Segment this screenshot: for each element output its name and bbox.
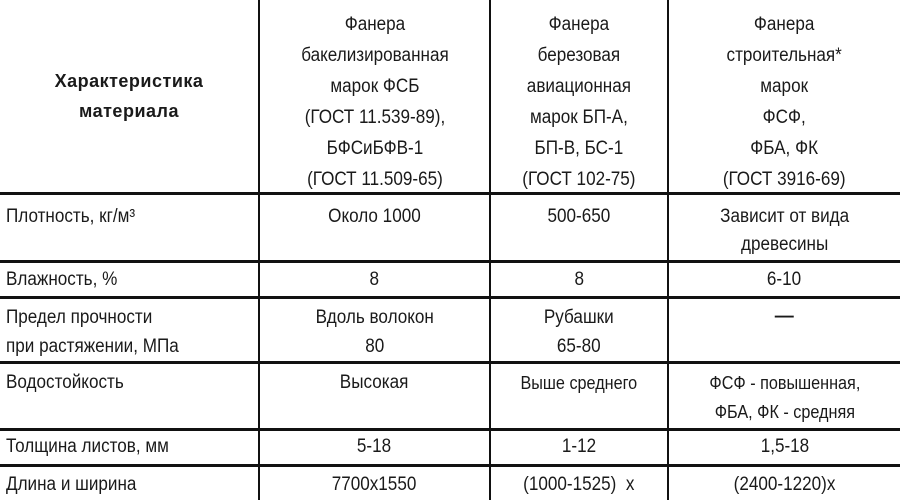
header-birch-aviation-plywood: Фанера березовая авиационная марок БП-А,… [491, 9, 667, 195]
row-label-water-resistance: Водостойкость [6, 369, 256, 397]
cell-water-construction: ФСФ - повышенная, ФБА, ФК - средняя [669, 369, 900, 427]
row-divider [0, 361, 900, 364]
cell-text: Около 1000 [328, 206, 421, 227]
cell-density-construction: Зависит от вида древесины [669, 203, 900, 259]
cell-text: (2400-1220)x [733, 474, 836, 495]
cell-dimensions-construction: (2400-1220)x [669, 471, 900, 499]
cell-text: 7700x1550 [332, 474, 417, 495]
cell-moisture-bakelite: 8 [260, 266, 489, 294]
column-divider [489, 0, 491, 500]
cell-tensile-bakelite: Вдоль волокон 80 [260, 303, 489, 361]
cell-text: 8 [574, 269, 584, 290]
cell-density-birch: 500-650 [491, 203, 667, 231]
cell-text: Длина и ширина [6, 474, 137, 495]
cell-moisture-birch: 8 [491, 266, 667, 294]
header-text: Фанера бакелизированная марок ФСБ (ГОСТ … [300, 14, 449, 190]
cell-text: Влажность, % [6, 269, 118, 290]
cell-text: 6-10 [767, 269, 802, 290]
row-divider [0, 428, 900, 431]
cell-dimensions-birch: (1000-1525) x [491, 471, 667, 499]
cell-moisture-construction: 6-10 [669, 266, 900, 294]
cell-water-birch: Выше среднего [491, 369, 667, 397]
header-construction-plywood: Фанера строительная* марок ФСФ, ФБА, ФК … [669, 9, 900, 195]
row-divider [0, 260, 900, 263]
row-divider [0, 464, 900, 467]
column-divider [667, 0, 669, 500]
column-divider [258, 0, 260, 500]
cell-tensile-birch: Рубашки 65-80 [491, 303, 667, 361]
cell-text: Водостойкость [6, 372, 124, 393]
row-label-density: Плотность, кг/м³ [6, 203, 256, 231]
cell-text: Плотность, кг/м³ [6, 206, 136, 227]
cell-text: 1,5-18 [760, 436, 809, 457]
cell-text: (1000-1525) x [523, 474, 635, 495]
row-label-dimensions: Длина и ширина [6, 471, 256, 499]
header-text: Фанера березовая авиационная марок БП-А,… [522, 14, 636, 190]
cell-tensile-construction: — [774, 306, 795, 327]
cell-thickness-construction: 1,5-18 [669, 433, 900, 461]
cell-thickness-birch: 1-12 [491, 433, 667, 461]
cell-text: Предел прочности при растяжении, МПа [6, 307, 179, 357]
row-divider [0, 296, 900, 299]
cell-text: 5-18 [357, 436, 392, 457]
cell-text: 8 [369, 269, 380, 290]
cell-text: 500-650 [547, 206, 611, 227]
cell-text: Зависит от вида древесины [719, 206, 850, 255]
cell-density-bakelite: Около 1000 [260, 203, 489, 231]
cell-dimensions-bakelite: 7700x1550 [260, 471, 489, 499]
row-label-moisture: Влажность, % [6, 266, 256, 294]
header-characteristic: Характеристика материала [54, 71, 204, 121]
row-label-tensile-strength: Предел прочности при растяжении, МПа [6, 303, 256, 361]
cell-thickness-bakelite: 5-18 [260, 433, 489, 461]
cell-text: Вдоль волокон 80 [315, 307, 434, 357]
cell-text: Толщина листов, мм [6, 436, 169, 457]
header-bakelite-plywood: Фанера бакелизированная марок ФСБ (ГОСТ … [260, 9, 489, 195]
row-divider [0, 192, 900, 195]
row-label-thickness: Толщина листов, мм [6, 433, 256, 461]
cell-text: Высокая [340, 372, 409, 393]
cell-text: ФСФ - повышенная, ФБА, ФК - средняя [709, 373, 860, 422]
cell-text: Рубашки 65-80 [544, 307, 614, 357]
cell-water-bakelite: Высокая [260, 369, 489, 397]
cell-text: 1-12 [561, 436, 597, 457]
header-text: Фанера строительная* марок ФСФ, ФБА, ФК … [723, 14, 846, 190]
cell-text: Выше среднего [520, 373, 638, 393]
